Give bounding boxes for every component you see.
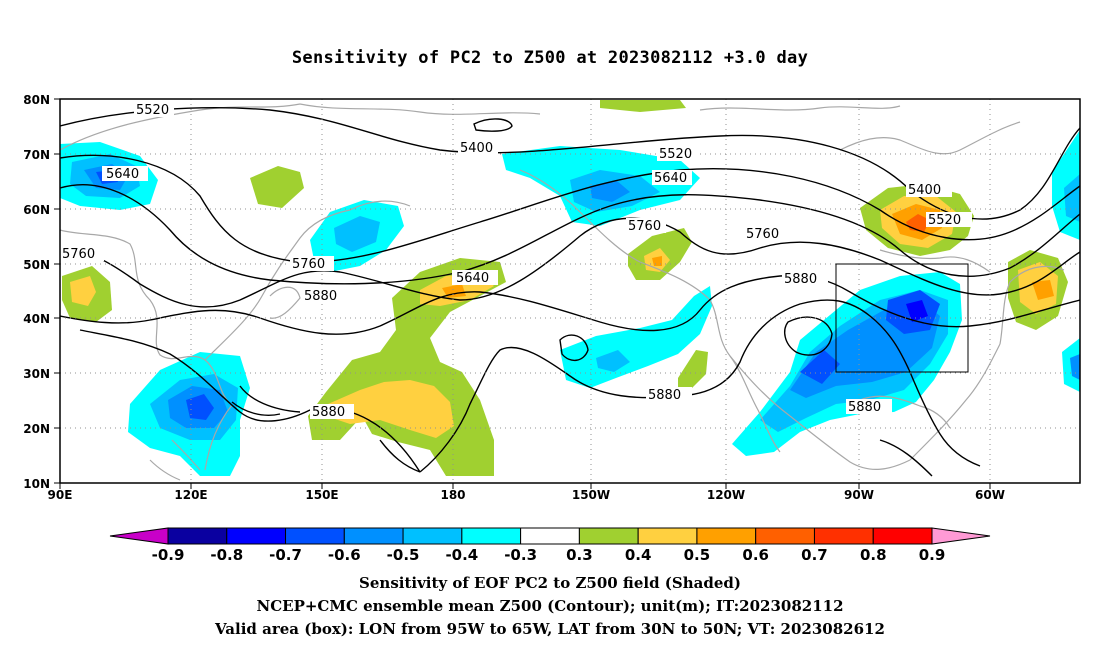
colorbar-swatch: [872, 527, 933, 545]
contour-label: 5520: [659, 147, 692, 162]
contour-label: 5760: [62, 247, 95, 262]
contour-label: 5880: [312, 405, 345, 420]
colorbar-tick-label: -0.9: [152, 546, 185, 564]
colorbar-swatch: [402, 527, 463, 545]
colorbar-tick-label: -0.8: [210, 546, 243, 564]
contour-label: 5880: [304, 289, 337, 304]
lon-tick-label: 120E: [174, 488, 207, 502]
colorbar-swatch: [520, 527, 580, 545]
lon-tick-label: 150W: [572, 488, 610, 502]
contour-label: 5640: [106, 167, 139, 182]
lon-tick-label: 180: [440, 488, 465, 502]
contour-label: 5400: [908, 183, 941, 198]
colorbar-tick-label: 0.6: [742, 546, 769, 564]
caption-shaded: Sensitivity of EOF PC2 to Z500 field (Sh…: [359, 574, 741, 592]
contour-label: 5880: [784, 272, 817, 287]
contour-label: 5880: [848, 400, 881, 415]
contour-label: 5760: [746, 227, 779, 242]
z500-contours: [60, 107, 1080, 477]
lon-tick-label: 120W: [707, 488, 745, 502]
colorbar-swatch: [578, 527, 639, 545]
contour-label: 5760: [292, 257, 325, 272]
map-frame: [59, 98, 1081, 484]
lat-tick-label: 30N: [23, 367, 50, 381]
caption-valid-area: Valid area (box): LON from 95W to 65W, L…: [215, 620, 885, 638]
lon-axis: 90E 120E 150E 180 150W 120W 90W 60W: [48, 483, 1005, 502]
colorbar-swatch: [226, 527, 287, 545]
colorbar-swatch: [755, 527, 815, 545]
colorbar-tick-label: 0.8: [860, 546, 887, 564]
colorbar-arrow-low: [109, 527, 169, 545]
lon-tick-label: 90E: [48, 488, 73, 502]
shading-positive: [62, 100, 1068, 476]
lat-tick-label: 80N: [23, 93, 50, 107]
contour-label: 5760: [628, 219, 661, 234]
colorbar-swatch: [343, 527, 404, 545]
valid-area-box: [835, 263, 969, 373]
lat-tick-label: 40N: [23, 312, 50, 326]
lon-tick-label: 150E: [305, 488, 338, 502]
contour-label: 5520: [136, 103, 169, 118]
colorbar: -0.9 -0.8 -0.7 -0.6 -0.5 -0.4 -0.3 0.3 0.4 0.5 0.6…: [109, 527, 991, 564]
contour-label: 5640: [456, 271, 489, 286]
colorbar-tick-label: 0.5: [684, 546, 711, 564]
colorbar-tick-label: -0.6: [328, 546, 361, 564]
colorbar-tick-label: -0.7: [269, 546, 302, 564]
colorbar-tick-label: -0.3: [504, 546, 537, 564]
colorbar-tick-label: 0.9: [919, 546, 946, 564]
caption-contour: NCEP+CMC ensemble mean Z500 (Contour); u…: [256, 597, 844, 615]
contour-label: 5520: [928, 213, 961, 228]
lon-tick-label: 60W: [975, 488, 1005, 502]
lat-tick-label: 70N: [23, 148, 50, 162]
colorbar-tick-label: 0.3: [566, 546, 593, 564]
colorbar-swatch: [285, 527, 345, 545]
lat-tick-label: 50N: [23, 258, 50, 272]
colorbar-arrow-high: [931, 527, 991, 545]
colorbar-tick-label: 0.4: [625, 546, 652, 564]
contour-labels: 5520 5400 5520 5640 5640 5760 5760 5760 …: [60, 102, 972, 420]
contour-label: 5880: [648, 388, 681, 403]
lat-tick-label: 10N: [23, 477, 50, 491]
map-body: 5520 5400 5520 5640 5640 5760 5760 5760 …: [60, 99, 1080, 483]
colorbar-swatch: [637, 527, 698, 545]
shading-negative: [60, 130, 1080, 476]
colorbar-swatch: [167, 527, 228, 545]
colorbar-swatch: [696, 527, 757, 545]
contour-label: 5640: [654, 171, 687, 186]
coastlines: [60, 103, 1065, 481]
lat-axis: 80N 70N 60N 50N 40N 30N 20N 10N: [23, 93, 60, 491]
colorbar-swatch: [813, 527, 874, 545]
lon-tick-label: 90W: [844, 488, 874, 502]
lat-tick-label: 60N: [23, 203, 50, 217]
map-title: Sensitivity of PC2 to Z500 at 2023082112…: [291, 48, 809, 68]
colorbar-swatch: [461, 527, 522, 545]
contour-label: 5400: [460, 141, 493, 156]
lat-tick-label: 20N: [23, 422, 50, 436]
colorbar-tick-label: 0.7: [801, 546, 828, 564]
colorbar-tick-label: -0.4: [445, 546, 478, 564]
colorbar-tick-label: -0.5: [387, 546, 420, 564]
